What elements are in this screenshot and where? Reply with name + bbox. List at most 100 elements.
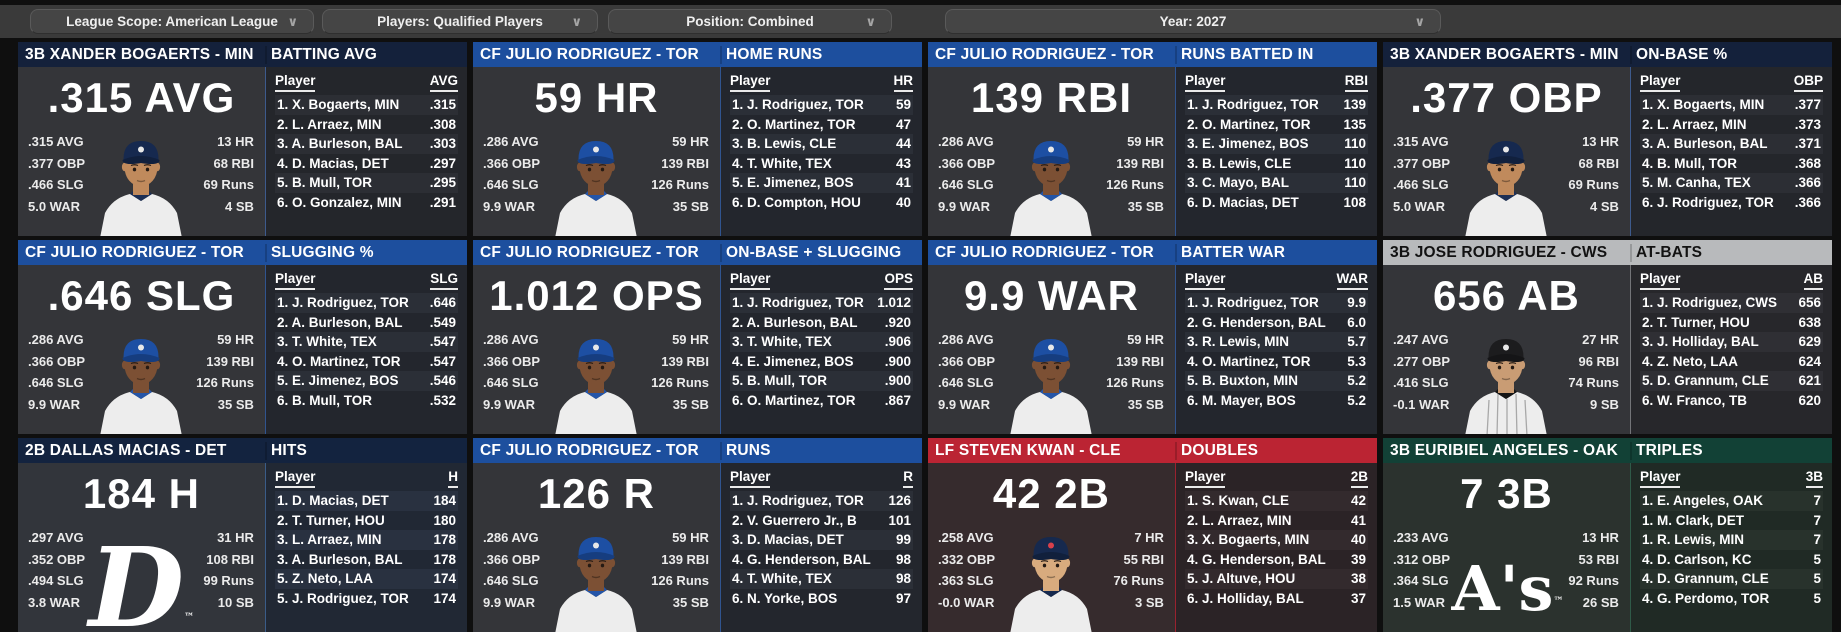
leaderboard-row[interactable]: 3. T. White, TEX.547 — [275, 332, 458, 352]
dropdown-year[interactable]: Year: 2027∨ — [945, 9, 1441, 34]
panel-player-link[interactable]: LF STEVEN KWAN - CLE — [928, 442, 1175, 460]
leaderboard-row[interactable]: 6. B. Mull, TOR.532 — [275, 391, 458, 411]
panel-player-link[interactable]: CF JULIO RODRIGUEZ - TOR — [18, 244, 265, 262]
panel-stat-title[interactable]: TRIPLES — [1630, 442, 1832, 460]
leaderboard-row[interactable]: 5. M. Canha, TEX.366 — [1640, 173, 1823, 193]
panel-player-link[interactable]: 3B XANDER BOGAERTS - MIN — [1383, 46, 1630, 64]
panel-player-link[interactable]: CF JULIO RODRIGUEZ - TOR — [928, 244, 1175, 262]
panel-player-link[interactable]: 3B EURIBIEL ANGELES - OAK — [1383, 442, 1630, 460]
leaderboard-row[interactable]: 5. B. Mull, TOR.295 — [275, 173, 458, 193]
panel-stat-title[interactable]: AT-BATS — [1630, 244, 1832, 262]
leaderboard-row[interactable]: 6. O. Gonzalez, MIN.291 — [275, 193, 458, 213]
leaderboard-row[interactable]: 1. X. Bogaerts, MIN.315 — [275, 95, 458, 115]
leaderboard-row[interactable]: 4. E. Jimenez, BOS.900 — [730, 352, 913, 372]
panel-player-link[interactable]: 3B XANDER BOGAERTS - MIN — [18, 46, 265, 64]
leaderboard-row[interactable]: 4. D. Macias, DET.297 — [275, 154, 458, 174]
leaderboard-row[interactable]: 4. O. Martinez, TOR.547 — [275, 352, 458, 372]
leaderboard-row[interactable]: 3. A. Burleson, BAL.303 — [275, 134, 458, 154]
dropdown-players[interactable]: Players: Qualified Players∨ — [322, 9, 598, 34]
panel-stat-title[interactable]: RUNS BATTED IN — [1175, 46, 1377, 64]
dropdown-position[interactable]: Position: Combined∨ — [608, 9, 892, 34]
panel-stat-title[interactable]: ON-BASE % — [1630, 46, 1832, 64]
leaderboard-row[interactable]: 5. B. Mull, TOR.900 — [730, 371, 913, 391]
leaderboard-row[interactable]: 1. X. Bogaerts, MIN.377 — [1640, 95, 1823, 115]
panel-player-link[interactable]: CF JULIO RODRIGUEZ - TOR — [473, 442, 720, 460]
leaderboard-row[interactable]: 2. L. Arraez, MIN.308 — [275, 115, 458, 135]
panel-stat-title[interactable]: ON-BASE + SLUGGING — [720, 244, 922, 262]
leaderboard-row[interactable]: 3. T. White, TEX.906 — [730, 332, 913, 352]
leaderboard-row[interactable]: 6. J. Rodriguez, TOR.366 — [1640, 193, 1823, 213]
panel-player-link[interactable]: 2B DALLAS MACIAS - DET — [18, 442, 265, 460]
panel-stat-title[interactable]: DOUBLES — [1175, 442, 1377, 460]
leaderboard-row[interactable]: 4. B. Mull, TOR.368 — [1640, 154, 1823, 174]
leaderboard-row[interactable]: 2. A. Burleson, BAL.549 — [275, 313, 458, 333]
leaderboard-row[interactable]: 2. L. Arraez, MIN.373 — [1640, 115, 1823, 135]
panel-stat-title[interactable]: BATTER WAR — [1175, 244, 1377, 262]
panel-stat-title[interactable]: BATTING AVG — [265, 46, 467, 64]
panel-stat-title[interactable]: HITS — [265, 442, 467, 460]
leaderboard-row[interactable]: 3. A. Burleson, BAL.371 — [1640, 134, 1823, 154]
panel-player-link[interactable]: 3B JOSE RODRIGUEZ - CWS — [1383, 244, 1630, 262]
panel-player-link[interactable]: CF JULIO RODRIGUEZ - TOR — [928, 46, 1175, 64]
leaderboard-row[interactable]: 1. J. Rodriguez, TOR.646 — [275, 293, 458, 313]
panel-stat-title[interactable]: RUNS — [720, 442, 922, 460]
leaderboard-row[interactable]: 2. A. Burleson, BAL.920 — [730, 313, 913, 333]
panel-stat-title[interactable]: HOME RUNS — [720, 46, 922, 64]
dropdown-league-scope[interactable]: League Scope: American League∨ — [30, 9, 314, 34]
panel-player-link[interactable]: CF JULIO RODRIGUEZ - TOR — [473, 46, 720, 64]
leaderboard-row[interactable]: 6. O. Martinez, TOR.867 — [730, 391, 913, 411]
leaderboard-row[interactable]: 5. E. Jimenez, BOS.546 — [275, 371, 458, 391]
panel-player-link[interactable]: CF JULIO RODRIGUEZ - TOR — [473, 244, 720, 262]
panel-stat-title[interactable]: SLUGGING % — [265, 244, 467, 262]
